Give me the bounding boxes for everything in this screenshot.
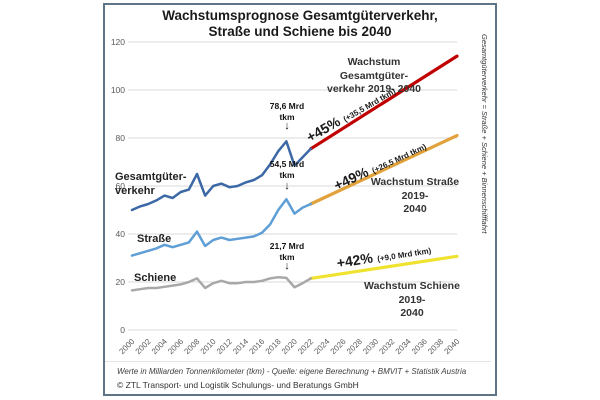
value-label-schiene-2019: 21,7 Mrd tkm <box>269 241 305 263</box>
x-tick-label: 2016 <box>247 337 266 356</box>
x-tick-label: 2004 <box>150 337 169 356</box>
x-tick-label: 2010 <box>199 337 218 356</box>
footer-divider <box>105 361 491 362</box>
growth-caption-schiene: Wachstum Schiene 2019- 2040 <box>364 280 460 320</box>
down-arrow-icon: ↓ <box>284 120 290 132</box>
value-label-strasse-2019: 54,5 Mrd tkm <box>269 159 305 181</box>
series-line-Gesamtgüterverkehr <box>130 140 312 212</box>
series-line-Schiene <box>130 275 312 292</box>
x-tick-label: 2006 <box>166 337 185 356</box>
series-label-gesamtgueterverkehr: Gesamtgüter- verkehr <box>115 171 187 197</box>
x-tick-label: 2038 <box>426 337 445 356</box>
chart-title: Wachstumsprognose Gesamtgüterverkehr, St… <box>162 8 438 40</box>
right-axis-note: Gesamtgüterverkehr = Straße + Schiene + … <box>480 34 489 234</box>
x-tick-label: 2024 <box>312 337 331 356</box>
x-tick-label: 2018 <box>264 337 283 356</box>
y-tick-label: 40 <box>116 229 126 239</box>
x-tick-label: 2034 <box>394 337 413 356</box>
y-tick-label: 100 <box>111 85 125 95</box>
x-tick-label: 2026 <box>329 337 348 356</box>
y-tick-label: 80 <box>116 133 126 143</box>
forecast-line-Gesamtgüterverkehr Prognose <box>309 54 459 151</box>
x-tick-label: 2022 <box>296 337 315 356</box>
y-tick-label: 0 <box>120 325 125 335</box>
x-tick-label: 2032 <box>377 337 396 356</box>
x-tick-label: 2012 <box>215 337 234 356</box>
x-tick-label: 2014 <box>231 337 250 356</box>
series-label-strasse: Straße <box>137 233 172 245</box>
down-arrow-icon: ↓ <box>284 180 290 192</box>
y-tick-label: 20 <box>116 277 126 287</box>
x-tick-label: 2030 <box>361 337 380 356</box>
x-tick-label: 2036 <box>410 337 429 356</box>
growth-caption-strasse: Wachstum Straße 2019- 2040 <box>370 176 460 216</box>
x-tick-label: 2028 <box>345 337 364 356</box>
series-line-Straße <box>130 197 312 257</box>
y-tick-label: 120 <box>111 37 125 47</box>
x-tick-label: 2000 <box>117 337 136 356</box>
x-tick-label: 2040 <box>442 337 461 356</box>
growth-caption-gesamt: Wachstum Gesamtgüter- verkehr 2019- 2040 <box>327 56 421 96</box>
forecast-line-Straße Prognose <box>309 134 459 206</box>
figure-border <box>103 3 497 396</box>
x-tick-label: 2020 <box>280 337 299 356</box>
value-label-gesamt-2019: 78,6 Mrd tkm <box>269 101 305 123</box>
down-arrow-icon: ↓ <box>284 260 290 272</box>
x-tick-label: 2008 <box>182 337 201 356</box>
footer-copyright: © ZTL Transport- und Logistik Schulungs-… <box>117 380 359 390</box>
series-label-schiene: Schiene <box>134 272 177 284</box>
x-tick-label: 2002 <box>134 337 153 356</box>
y-tick-label: 60 <box>116 181 126 191</box>
footer-source-note: Werte in Milliarden Tonnenkilometer (tkm… <box>117 367 467 376</box>
forecast-line-Schiene Prognose <box>309 254 459 280</box>
